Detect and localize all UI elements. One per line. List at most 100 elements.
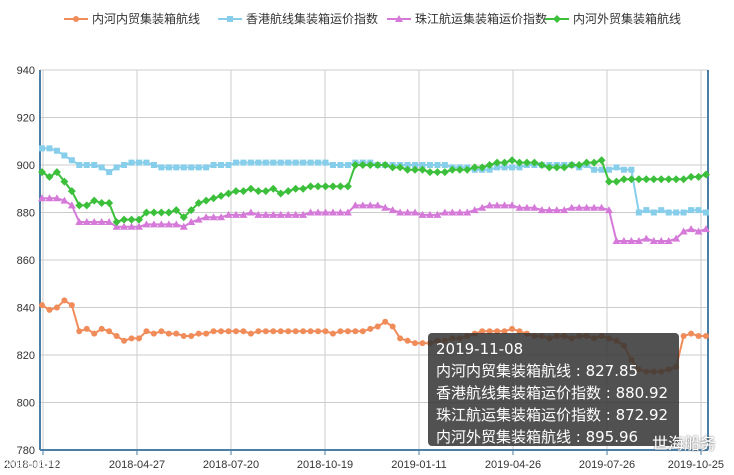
data-point: [329, 330, 336, 337]
data-point: [628, 166, 635, 173]
data-point: [52, 168, 61, 177]
data-point: [202, 213, 211, 221]
data-point: [53, 147, 60, 154]
data-point: [649, 175, 658, 184]
data-point: [665, 209, 672, 216]
data-point: [397, 335, 404, 342]
data-point: [351, 161, 360, 169]
data-point: [46, 306, 53, 313]
data-point: [606, 166, 613, 173]
data-point: [106, 169, 113, 176]
data-point: [112, 218, 121, 226]
data-point: [187, 218, 196, 225]
data-point: [366, 201, 375, 209]
data-point: [434, 162, 441, 168]
data-point: [382, 318, 389, 325]
data-point: [381, 161, 390, 169]
data-point: [522, 203, 531, 211]
data-point: [680, 209, 687, 216]
data-point: [217, 213, 226, 221]
data-point: [254, 210, 263, 218]
legend-marker: [73, 16, 79, 22]
data-point: [463, 165, 472, 174]
data-point: [254, 187, 263, 196]
data-point: [164, 208, 173, 217]
data-point: [134, 215, 143, 224]
data-point: [545, 206, 554, 214]
data-point: [97, 199, 106, 207]
data-point: [134, 222, 143, 230]
data-point: [694, 172, 703, 181]
data-point: [597, 156, 606, 165]
data-point: [209, 213, 218, 221]
data-point: [433, 210, 442, 218]
data-point: [127, 222, 136, 230]
data-point: [187, 206, 196, 215]
x-tick-label: 2018-04-27: [109, 459, 165, 471]
data-point: [314, 182, 323, 191]
data-point: [605, 206, 614, 214]
data-point: [231, 187, 240, 196]
data-point: [210, 328, 217, 335]
data-point: [634, 175, 643, 184]
data-point: [373, 201, 382, 209]
data-point: [412, 162, 419, 168]
data-point: [195, 164, 202, 171]
y-tick-label: 920: [17, 113, 35, 125]
y-tick-label: 940: [17, 65, 35, 77]
data-point: [515, 158, 524, 167]
legend-label: 珠江航运集装箱运价指数: [415, 11, 547, 26]
data-point: [157, 208, 166, 217]
x-tick-label: 2019-01-11: [391, 459, 446, 471]
x-axis: 2018-01-12 2018-04-27 2018-07-20 2018-10-19…: [4, 70, 724, 471]
data-point: [76, 328, 83, 335]
data-point: [150, 330, 157, 337]
data-point: [411, 165, 420, 174]
watermark-left: 中国航运网: [2, 457, 57, 470]
data-point: [582, 203, 591, 211]
data-point: [105, 199, 114, 207]
data-point: [292, 328, 299, 335]
legend[interactable]: 内河内贸集装箱航线 香港航线集装箱运价指数 珠江航运集装箱运价指数 内河外贸集装箱航线: [64, 11, 681, 26]
data-point: [486, 166, 493, 173]
data-point: [270, 159, 277, 166]
data-point: [649, 237, 658, 244]
data-point: [91, 162, 98, 168]
data-point: [300, 328, 307, 335]
data-point: [142, 220, 151, 228]
data-point: [396, 208, 405, 216]
data-point: [657, 237, 666, 244]
x-tick-label: 2019-04-26: [485, 459, 541, 471]
data-point: [218, 162, 225, 168]
data-point: [106, 328, 113, 335]
data-point: [180, 333, 187, 339]
data-point: [619, 237, 628, 244]
data-point: [98, 325, 105, 332]
data-point: [164, 220, 173, 228]
legend-item-3[interactable]: 珠江航运集装箱运价指数: [387, 11, 547, 26]
data-point: [291, 210, 300, 218]
data-point: [225, 328, 232, 335]
legend-item-1[interactable]: 内河内贸集装箱航线: [64, 11, 200, 26]
data-point: [404, 337, 411, 344]
data-point: [269, 210, 278, 218]
legend-item-4[interactable]: 内河外贸集装箱航线: [545, 11, 681, 26]
data-point: [314, 208, 323, 216]
data-point: [552, 206, 561, 214]
data-point: [300, 159, 307, 166]
data-point: [619, 175, 628, 184]
legend-item-2[interactable]: 香港航线集装箱运价指数: [218, 11, 378, 26]
data-point: [135, 159, 142, 166]
series-3: [38, 194, 710, 244]
data-point: [67, 201, 76, 209]
data-point: [113, 333, 120, 339]
data-point: [358, 201, 367, 209]
data-point: [135, 335, 142, 342]
data-point: [149, 220, 158, 228]
data-point: [620, 166, 627, 173]
data-point: [478, 163, 487, 172]
data-point: [530, 158, 539, 167]
data-point: [291, 184, 300, 193]
data-point: [425, 168, 434, 177]
data-point: [419, 340, 426, 347]
